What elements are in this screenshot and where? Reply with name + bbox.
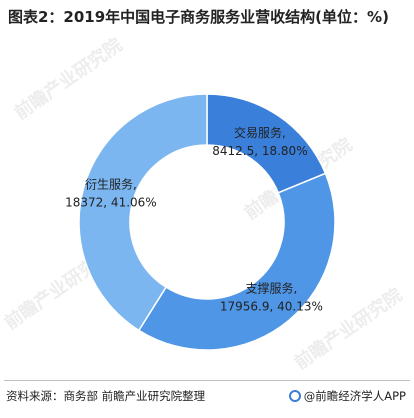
footer-divider — [4, 380, 410, 381]
slice-label-0-1: 交易服务, — [234, 125, 286, 140]
brand-logo-icon — [288, 390, 301, 402]
slice-label-0-2: 8412.5, 18.80% — [212, 144, 307, 158]
slice-label-1-1: 支撑服务, — [245, 281, 297, 296]
watermark-text: 前瞻产业研究院 — [10, 34, 126, 124]
slice-2 — [78, 93, 208, 332]
slice-group — [78, 93, 336, 351]
footer-brand: @前瞻经济学人APP — [288, 388, 406, 404]
slice-label-2-1: 衍生服务, — [85, 176, 137, 191]
chart-title: 图表2：2019年中国电子商务服务业营收结构(单位：%) — [8, 8, 389, 26]
footer-source: 资料来源：商务部 前瞻产业研究院整理 — [6, 389, 206, 403]
footer-brand-text: @前瞻经济学人APP — [303, 389, 406, 403]
label-group: 交易服务, 8412.5, 18.80% 支撑服务, 17956.9, 40.13% 衍… — [65, 125, 323, 313]
slice-label-2-2: 18372, 41.06% — [65, 195, 157, 209]
slice-label-1-2: 17956.9, 40.13% — [220, 300, 323, 314]
slice-1 — [137, 172, 336, 351]
